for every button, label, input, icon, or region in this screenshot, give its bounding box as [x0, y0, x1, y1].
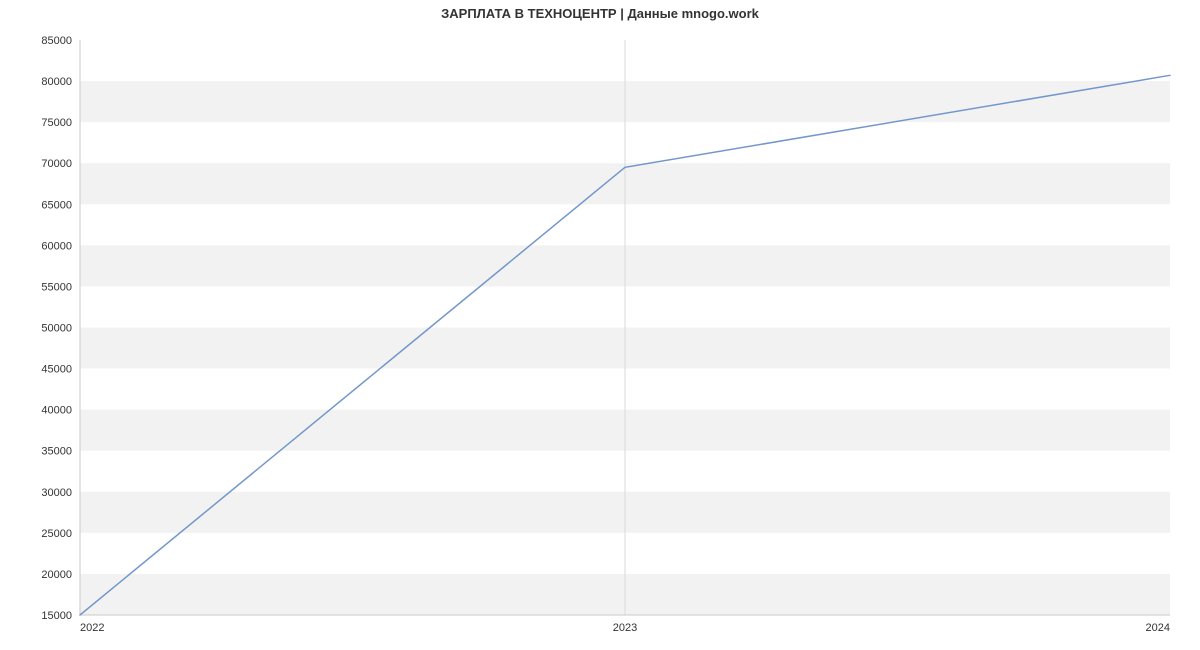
- y-tick-label: 25000: [41, 528, 72, 540]
- chart-svg: 15000 20000 25000 30000 35000 40000 45000 50000…: [0, 0, 1200, 650]
- y-tick-label: 80000: [41, 76, 72, 88]
- y-tick-label: 35000: [41, 446, 72, 458]
- y-tick-label: 85000: [41, 35, 72, 47]
- x-tick-label: 2022: [80, 622, 104, 634]
- salary-line-chart: ЗАРПЛАТА В ТЕХНОЦЕНТР | Данные mnogo.wor…: [0, 0, 1200, 650]
- y-tick-label: 45000: [41, 364, 72, 376]
- y-tick-label: 40000: [41, 405, 72, 417]
- x-tick-label: 2023: [613, 622, 637, 634]
- y-tick-label: 50000: [41, 323, 72, 335]
- y-tick-label: 30000: [41, 487, 72, 499]
- chart-title: ЗАРПЛАТА В ТЕХНОЦЕНТР | Данные mnogo.wor…: [0, 6, 1200, 21]
- x-tick-label: 2024: [1146, 622, 1170, 634]
- y-tick-label: 70000: [41, 158, 72, 170]
- y-tick-label: 15000: [41, 610, 72, 622]
- y-tick-label: 65000: [41, 199, 72, 211]
- y-tick-label: 55000: [41, 281, 72, 293]
- y-tick-label: 60000: [41, 240, 72, 252]
- y-tick-label: 75000: [41, 117, 72, 129]
- y-tick-label: 20000: [41, 569, 72, 581]
